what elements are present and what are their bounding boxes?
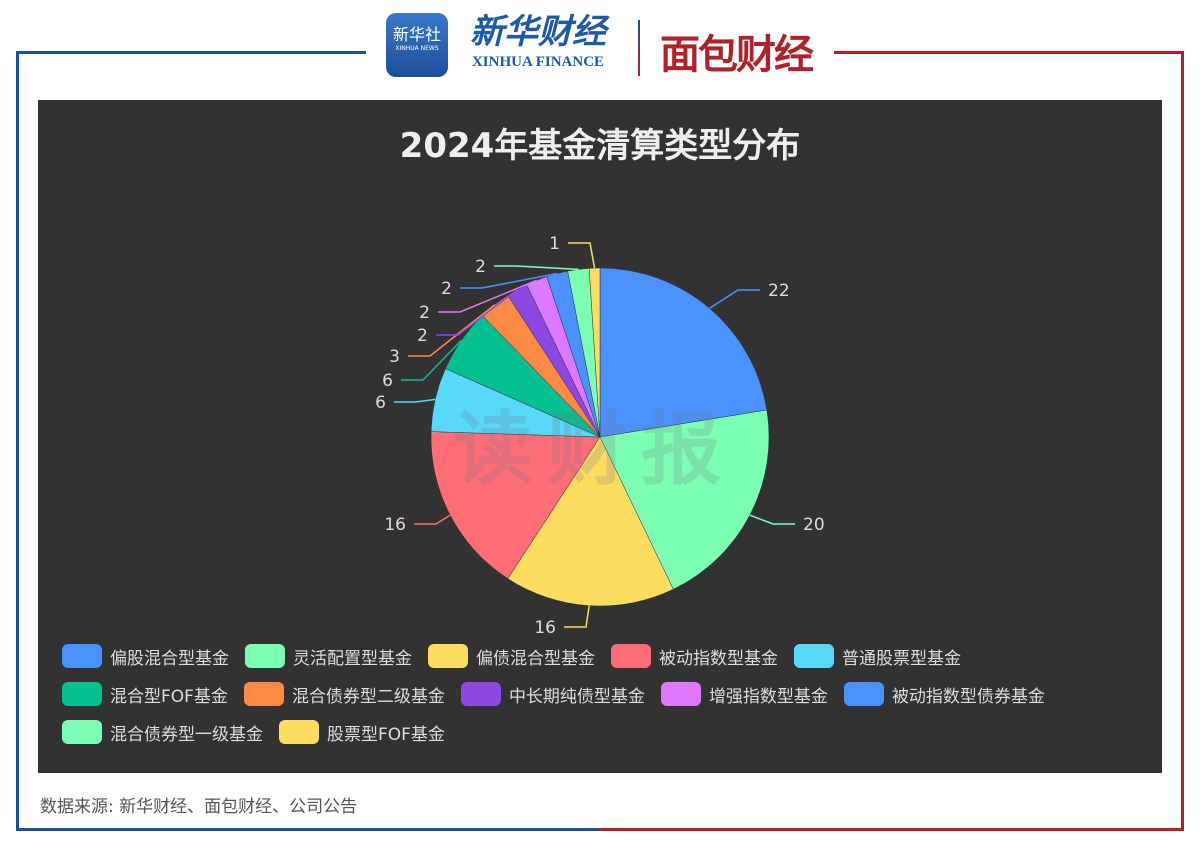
legend: 偏股混合型基金 灵活配置型基金 偏债混合型基金 被动指数型基金 普通股票型基金混合型FO…: [62, 644, 1152, 745]
xinhua-news-logo: 新华社 XINHUA NEWS: [386, 13, 448, 77]
legend-swatch: [62, 644, 102, 668]
label-line-5: [401, 339, 462, 381]
data-label-11: 1: [549, 234, 560, 254]
data-label-3: 16: [384, 515, 406, 535]
legend-label: 混合债券型一级基金: [110, 724, 263, 745]
legend-item[interactable]: 偏债混合型基金: [428, 644, 595, 669]
frame-right: [1181, 51, 1184, 831]
data-label-10: 2: [475, 257, 486, 277]
data-label-9: 2: [441, 279, 452, 299]
label-line-1: [749, 514, 795, 525]
source-note: 数据来源: 新华财经、面包财经、公司公告: [40, 797, 358, 817]
legend-label: 偏债混合型基金: [476, 648, 595, 669]
legend-label: 中长期纯债型基金: [508, 686, 645, 707]
xinhua-finance-logo: 新华财经 XINHUA FINANCE: [470, 12, 606, 70]
logo-divider: [638, 20, 640, 76]
data-label-1: 20: [803, 515, 825, 535]
legend-item[interactable]: 灵活配置型基金: [245, 644, 412, 669]
legend-swatch: [794, 644, 834, 668]
legend-item[interactable]: 增强指数型基金: [660, 682, 828, 707]
label-line-3: [414, 514, 451, 525]
legend-label: 混合型FOF基金: [110, 686, 228, 707]
data-label-5: 6: [382, 371, 393, 391]
frame-bottom-left: [16, 828, 600, 831]
label-line-10: [494, 265, 579, 271]
legend-swatch: [843, 682, 884, 706]
pie-slice-2[interactable]: [507, 436, 674, 607]
data-label-8: 2: [419, 303, 430, 323]
label-line-0: [709, 289, 760, 309]
frame-top-left: [16, 51, 366, 54]
legend-item[interactable]: 被动指数型债券基金: [843, 682, 1045, 707]
data-label-4: 6: [375, 393, 386, 413]
watermark: 读财报: [453, 403, 735, 496]
data-label-2: 16: [534, 618, 556, 638]
legend-item[interactable]: 混合债券型一级基金: [62, 720, 263, 745]
legend-label: 偏股混合型基金: [110, 648, 229, 669]
legend-label: 增强指数型基金: [708, 686, 828, 707]
chart-title: 2024年基金清算类型分布: [399, 126, 801, 166]
legend-item[interactable]: 混合型FOF基金: [62, 682, 228, 707]
legend-swatch: [428, 644, 468, 668]
pie-slice-0[interactable]: [599, 267, 768, 438]
pie-slice-1[interactable]: [599, 409, 770, 590]
data-label-6: 3: [389, 347, 400, 367]
label-line-7: [436, 289, 518, 336]
legend-swatch: [279, 720, 319, 744]
legend-item[interactable]: 混合债券型二级基金: [243, 682, 445, 707]
label-line-6: [408, 304, 496, 357]
chart-area: 2024年基金清算类型分布 22 20 16 16 6 6 3 2 2 2 2 1 读财报 偏股混合型…: [38, 100, 1162, 773]
frame-left: [16, 51, 19, 831]
legend-label: 被动指数型债券基金: [891, 686, 1045, 707]
label-line-2: [564, 605, 590, 628]
data-label-7: 2: [417, 326, 428, 346]
legend-item[interactable]: 股票型FOF基金: [279, 720, 445, 745]
legend-label: 普通股票型基金: [842, 648, 961, 669]
legend-swatch: [611, 644, 651, 668]
legend-item[interactable]: 被动指数型基金: [611, 644, 778, 669]
mianbao-finance-logo: 面包财经: [660, 32, 814, 78]
label-line-11: [568, 242, 596, 269]
pie-slice-3[interactable]: [430, 431, 601, 579]
legend-item[interactable]: 中长期纯债型基金: [460, 682, 645, 707]
legend-label: 股票型FOF基金: [327, 724, 445, 745]
legend-label: 灵活配置型基金: [293, 648, 412, 669]
legend-item[interactable]: 偏股混合型基金: [62, 644, 229, 669]
label-line-8: [438, 279, 537, 313]
legend-item[interactable]: 普通股票型基金: [794, 644, 961, 669]
data-label-0: 22: [768, 281, 790, 301]
legend-label: 被动指数型基金: [659, 648, 778, 669]
legend-label: 混合债券型二级基金: [291, 686, 445, 707]
frame-top-right: [834, 51, 1184, 54]
label-line-9: [460, 272, 558, 289]
legend-swatch: [660, 682, 701, 706]
legend-swatch: [243, 682, 284, 706]
legend-swatch: [245, 644, 285, 668]
legend-swatch: [62, 682, 102, 706]
frame-bottom-right: [600, 828, 1184, 831]
legend-swatch: [460, 682, 501, 706]
label-line-4: [394, 398, 436, 403]
legend-swatch: [62, 720, 102, 744]
